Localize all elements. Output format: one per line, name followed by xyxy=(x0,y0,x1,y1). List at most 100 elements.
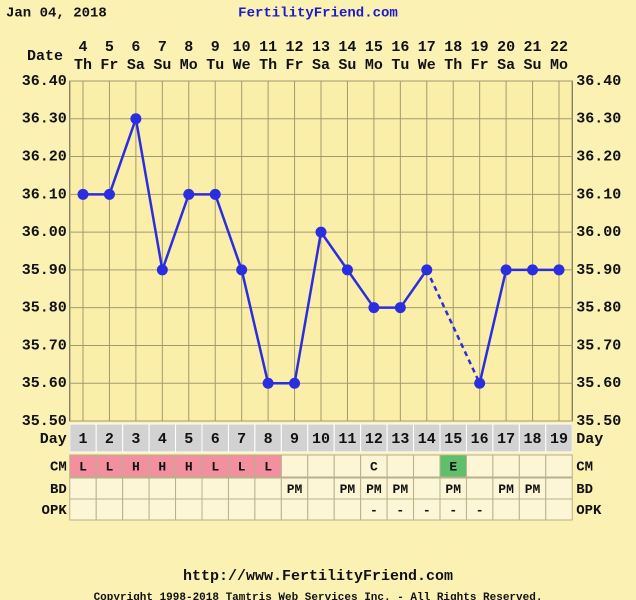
day-number: 2 xyxy=(105,431,114,448)
row-cell xyxy=(201,498,229,521)
day-cell xyxy=(386,423,415,453)
weekday-label: Sa xyxy=(497,57,515,74)
row-cell xyxy=(95,477,124,500)
row-cell xyxy=(69,477,97,500)
temperature-point xyxy=(156,264,168,276)
row-cell xyxy=(122,498,150,521)
temperature-point xyxy=(103,188,115,200)
weekday-label: Mo xyxy=(180,57,198,74)
day-number: 8 xyxy=(264,431,273,448)
y-tick-label: 36.20 xyxy=(22,149,67,166)
row-label-right: CM xyxy=(576,460,593,476)
row-cell xyxy=(148,477,177,500)
row-cell xyxy=(413,477,441,500)
day-cell xyxy=(360,423,388,453)
weekday-label: Th xyxy=(444,57,462,74)
row-cell xyxy=(545,454,573,478)
day-number: 9 xyxy=(290,431,299,448)
y-tick-label-right: 36.00 xyxy=(576,224,621,241)
y-tick-label: 35.90 xyxy=(22,262,67,279)
day-number: 6 xyxy=(211,431,220,448)
row-cell xyxy=(465,454,494,478)
row-cell-text: H xyxy=(132,459,140,474)
y-tick-label-right: 36.40 xyxy=(576,73,621,90)
weekday-label: Tu xyxy=(206,57,224,74)
weekday-label: Sa xyxy=(312,57,330,74)
row-cell-text: L xyxy=(238,459,246,474)
y-tick-label-right: 35.90 xyxy=(576,262,621,279)
chart-date: Jan 04, 2018 xyxy=(6,6,107,22)
temperature-point xyxy=(315,226,327,238)
date-label: 16 xyxy=(391,39,409,56)
row-cell xyxy=(518,498,547,521)
y-tick-label: 35.50 xyxy=(22,413,67,430)
day-cell xyxy=(280,423,309,453)
temperature-point xyxy=(262,377,274,389)
row-cell-text: L xyxy=(211,459,219,474)
weekday-label: Mo xyxy=(550,57,568,74)
day-row-label-right: Day xyxy=(576,431,603,448)
row-cell xyxy=(545,477,573,500)
y-tick-label-right: 36.30 xyxy=(576,111,621,128)
row-cell-text: H xyxy=(158,459,166,474)
day-cell xyxy=(465,423,494,453)
row-cell-text: - xyxy=(449,503,457,518)
date-label: 5 xyxy=(105,39,114,56)
day-cell xyxy=(307,423,335,453)
row-cell xyxy=(518,454,547,478)
day-number: 19 xyxy=(550,431,568,448)
weekday-label: We xyxy=(418,57,436,74)
row-label: BD xyxy=(50,482,67,498)
weekday-label: Th xyxy=(259,57,277,74)
row-cell xyxy=(307,477,335,500)
row-cell-text: C xyxy=(370,459,378,474)
row-cell-text: PM xyxy=(498,482,514,497)
date-label: 6 xyxy=(131,39,140,56)
footer-copyright: Copyright 1998-2018 Tamtris Web Services… xyxy=(94,592,543,600)
row-cell xyxy=(492,498,520,521)
temperature-point xyxy=(474,377,486,389)
row-cell xyxy=(95,498,124,521)
y-tick-label: 36.10 xyxy=(22,186,67,203)
row-cell-text: PM xyxy=(393,482,409,497)
day-number: 10 xyxy=(312,431,330,448)
day-cell xyxy=(148,423,177,453)
row-cell xyxy=(333,454,362,478)
row-cell xyxy=(307,498,335,521)
row-label: OPK xyxy=(42,503,68,519)
day-row-label: Day xyxy=(40,431,67,448)
date-label: Date xyxy=(27,48,63,65)
row-label-right: OPK xyxy=(576,503,602,519)
row-cell-text: PM xyxy=(366,482,382,497)
row-cell-text: PM xyxy=(287,482,303,497)
temperature-point xyxy=(209,188,221,200)
y-tick-label-right: 35.70 xyxy=(576,337,621,354)
temperature-point xyxy=(527,264,539,276)
day-number: 13 xyxy=(391,431,409,448)
row-cell xyxy=(545,498,573,521)
row-cell-text: PM xyxy=(525,482,541,497)
date-label: 20 xyxy=(497,39,515,56)
day-number: 5 xyxy=(184,431,193,448)
row-cell-text: PM xyxy=(340,482,356,497)
date-label: 17 xyxy=(418,39,436,56)
weekday-label: We xyxy=(233,57,251,74)
row-cell-text: L xyxy=(264,459,272,474)
date-label: 15 xyxy=(365,39,383,56)
y-tick-label-right: 36.20 xyxy=(576,149,621,166)
temperature-line xyxy=(83,113,428,385)
row-cell xyxy=(333,498,362,521)
weekday-label: Sa xyxy=(127,57,145,74)
weekday-label: Su xyxy=(153,57,171,74)
temperature-point xyxy=(341,264,353,276)
y-tick-label-right: 36.10 xyxy=(576,186,621,203)
row-cell xyxy=(492,454,520,478)
weekday-label: Fr xyxy=(286,57,304,74)
temperature-point xyxy=(130,113,142,125)
row-cell xyxy=(307,454,335,478)
y-tick-label: 35.60 xyxy=(22,375,67,392)
y-tick-label: 35.70 xyxy=(22,337,67,354)
day-number: 12 xyxy=(365,431,383,448)
day-cell xyxy=(545,423,573,453)
